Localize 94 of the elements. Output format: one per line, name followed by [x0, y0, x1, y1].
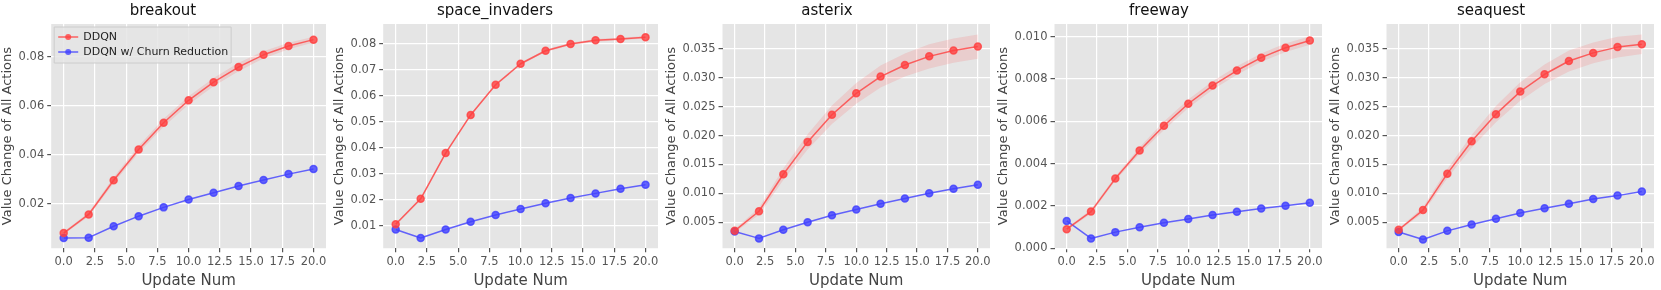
x-tick-label: 0.0 — [1057, 254, 1076, 269]
x-tick-label: 7.5 — [816, 254, 836, 269]
y-tick-label: 0.020 — [1346, 127, 1380, 142]
x-tick-label: 7.5 — [1148, 254, 1168, 269]
y-tick-label: 0.02 — [18, 195, 45, 210]
x-tick-label: 7.5 — [148, 254, 167, 269]
y-tick-label: 0.04 — [350, 139, 377, 154]
y-tick-label: 0.015 — [1346, 156, 1380, 171]
x-axis-title: Update Num — [1141, 270, 1236, 289]
x-tick-label: 12.5 — [539, 254, 565, 269]
y-tick-label: 0.035 — [1346, 40, 1380, 55]
x-tick-label: 2.5 — [85, 254, 105, 269]
x-tick-label: 15.0 — [1236, 254, 1262, 269]
x-tick-label: 15.0 — [1568, 254, 1594, 269]
x-tick-label: 17.5 — [269, 254, 296, 269]
x-tick-label: 17.5 — [1266, 254, 1293, 269]
x-tick-label: 12.5 — [1537, 254, 1564, 269]
x-tick-label: 10.0 — [507, 254, 534, 269]
y-tick-label: 0.002 — [1014, 197, 1048, 212]
x-tick-label: 2.5 — [755, 254, 775, 269]
y-tick-label: 0.07 — [350, 61, 377, 76]
y-tick-label: 0.04 — [18, 146, 45, 161]
x-tick-label: 5.0 — [449, 254, 468, 269]
x-tick-label: 7.5 — [1480, 254, 1500, 269]
y-tick-label: 0.015 — [682, 156, 716, 171]
y-tick-label: 0.01 — [350, 217, 377, 232]
y-tick-label: 0.05 — [350, 113, 377, 128]
y-tick-label: 0.010 — [1346, 185, 1380, 200]
x-tick-label: 20.0 — [632, 254, 659, 269]
y-axis-title: Value Change of All Actions — [995, 46, 1011, 226]
x-tick-label: 0.0 — [386, 254, 405, 269]
x-tick-label: 12.5 — [1205, 254, 1232, 269]
x-tick-label: 5.0 — [1118, 254, 1137, 269]
y-tick-label: 0.005 — [682, 214, 716, 229]
chart-title: freeway — [1129, 0, 1190, 19]
x-tick-label: 17.5 — [934, 254, 961, 269]
y-tick-label: 0.006 — [1014, 113, 1048, 128]
x-tick-label: 0.0 — [725, 254, 744, 269]
y-axis-title: Value Change of All Actions — [0, 46, 15, 226]
y-axis-title: Value Change of All Actions — [1327, 46, 1343, 226]
x-tick-label: 20.0 — [965, 254, 991, 269]
x-tick-label: 17.5 — [601, 254, 628, 269]
chart-title: seaquest — [1456, 0, 1526, 19]
legend-label: DDQN w/ Churn Reduction — [83, 44, 229, 58]
x-axis-title: Update Num — [473, 270, 568, 289]
y-tick-label: 0.08 — [350, 35, 377, 50]
y-tick-label: 0.025 — [1346, 98, 1380, 113]
x-tick-label: 17.5 — [1598, 254, 1625, 269]
x-tick-label: 10.0 — [1507, 254, 1534, 269]
y-tick-label: 0.06 — [18, 97, 45, 112]
x-tick-label: 12.5 — [207, 254, 233, 269]
y-tick-label: 0.008 — [1014, 70, 1048, 85]
chart-title: asterix — [801, 0, 853, 19]
x-tick-label: 5.0 — [786, 254, 805, 269]
y-tick-label: 0.004 — [1014, 155, 1048, 170]
x-tick-label: 2.5 — [1419, 254, 1439, 269]
y-axis-title: Value Change of All Actions — [331, 46, 347, 226]
x-tick-label: 5.0 — [1450, 254, 1469, 269]
x-tick-label: 20.0 — [1297, 254, 1323, 269]
x-tick-label: 0.0 — [1389, 254, 1408, 269]
y-tick-label: 0.005 — [1346, 214, 1380, 229]
x-tick-label: 5.0 — [117, 254, 136, 269]
x-tick-label: 10.0 — [1175, 254, 1202, 269]
x-tick-label: 10.0 — [175, 254, 202, 269]
y-tick-label: 0.010 — [682, 185, 716, 200]
x-tick-label: 12.5 — [873, 254, 900, 269]
y-axis-title: Value Change of All Actions — [663, 46, 679, 226]
y-tick-label: 0.035 — [682, 40, 716, 55]
x-tick-label: 15.0 — [570, 254, 596, 269]
chart-title: space_invaders — [437, 0, 554, 20]
x-tick-label: 10.0 — [843, 254, 870, 269]
y-tick-label: 0.030 — [682, 69, 716, 84]
y-tick-label: 0.06 — [350, 87, 377, 102]
x-tick-label: 2.5 — [1087, 254, 1107, 269]
chart-title: breakout — [129, 0, 197, 19]
x-axis-title: Update Num — [1473, 270, 1568, 289]
x-tick-label: 7.5 — [480, 254, 499, 269]
y-tick-label: 0.030 — [1346, 69, 1380, 84]
y-tick-label: 0.025 — [682, 98, 716, 113]
x-tick-label: 20.0 — [300, 254, 327, 269]
y-tick-label: 0.020 — [682, 127, 716, 142]
x-axis-title: Update Num — [809, 270, 904, 289]
x-tick-label: 20.0 — [1629, 254, 1655, 269]
x-tick-label: 15.0 — [904, 254, 930, 269]
y-tick-label: 0.000 — [1014, 240, 1048, 255]
y-tick-label: 0.03 — [350, 165, 377, 180]
x-tick-label: 2.5 — [417, 254, 437, 269]
x-tick-label: 15.0 — [238, 254, 264, 269]
legend-label: DDQN — [83, 29, 118, 43]
y-tick-label: 0.08 — [18, 48, 45, 63]
y-tick-label: 0.010 — [1014, 28, 1048, 43]
y-tick-label: 0.02 — [350, 191, 377, 206]
x-tick-label: 0.0 — [54, 254, 73, 269]
x-axis-title: Update Num — [141, 270, 236, 289]
